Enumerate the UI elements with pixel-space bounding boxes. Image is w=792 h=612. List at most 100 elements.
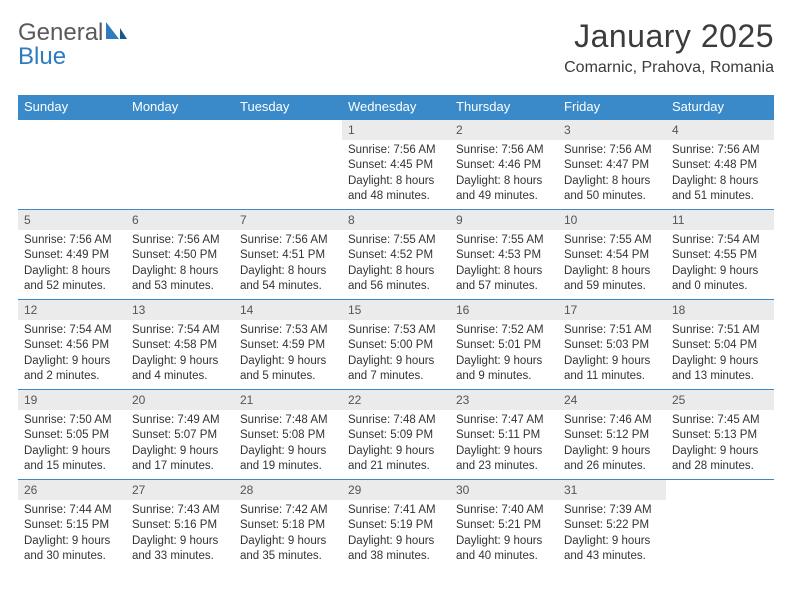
daylight-line-2: and 30 minutes. — [24, 549, 120, 565]
day-body: Sunrise: 7:54 AMSunset: 4:58 PMDaylight:… — [126, 320, 234, 389]
sunrise-line: Sunrise: 7:56 AM — [564, 143, 660, 159]
daylight-line-2: and 26 minutes. — [564, 459, 660, 475]
brand-logo: GeneralBlue — [18, 18, 127, 69]
location-line: Comarnic, Prahova, Romania — [564, 59, 774, 77]
sunset-line: Sunset: 4:50 PM — [132, 248, 228, 264]
day-body: Sunrise: 7:39 AMSunset: 5:22 PMDaylight:… — [558, 500, 666, 569]
day-body: Sunrise: 7:49 AMSunset: 5:07 PMDaylight:… — [126, 410, 234, 479]
daylight-line-1: Daylight: 9 hours — [348, 354, 444, 370]
daylight-line-1: Daylight: 8 hours — [672, 174, 768, 190]
daylight-line-1: Daylight: 9 hours — [24, 534, 120, 550]
daylight-line-2: and 53 minutes. — [132, 279, 228, 295]
daylight-line-1: Daylight: 8 hours — [348, 264, 444, 280]
sunset-line: Sunset: 5:09 PM — [348, 428, 444, 444]
calendar-week: 12Sunrise: 7:54 AMSunset: 4:56 PMDayligh… — [18, 299, 774, 389]
daylight-line-2: and 0 minutes. — [672, 279, 768, 295]
sunset-line: Sunset: 5:08 PM — [240, 428, 336, 444]
sunrise-line: Sunrise: 7:51 AM — [672, 323, 768, 339]
calendar-cell: 5Sunrise: 7:56 AMSunset: 4:49 PMDaylight… — [18, 209, 126, 299]
calendar-cell: 11Sunrise: 7:54 AMSunset: 4:55 PMDayligh… — [666, 209, 774, 299]
daylight-line-2: and 15 minutes. — [24, 459, 120, 475]
daylight-line-2: and 23 minutes. — [456, 459, 552, 475]
calendar-cell — [126, 119, 234, 209]
daylight-line-2: and 13 minutes. — [672, 369, 768, 385]
day-number: 25 — [666, 390, 774, 410]
day-number: 28 — [234, 480, 342, 500]
sunset-line: Sunset: 4:55 PM — [672, 248, 768, 264]
day-header: Thursday — [450, 95, 558, 119]
day-number: 27 — [126, 480, 234, 500]
sunset-line: Sunset: 4:52 PM — [348, 248, 444, 264]
sunset-line: Sunset: 4:58 PM — [132, 338, 228, 354]
day-number-empty — [18, 120, 126, 140]
day-number: 19 — [18, 390, 126, 410]
daylight-line-1: Daylight: 9 hours — [132, 534, 228, 550]
calendar-cell: 7Sunrise: 7:56 AMSunset: 4:51 PMDaylight… — [234, 209, 342, 299]
sunset-line: Sunset: 4:46 PM — [456, 158, 552, 174]
daylight-line-2: and 40 minutes. — [456, 549, 552, 565]
day-number: 14 — [234, 300, 342, 320]
day-number: 7 — [234, 210, 342, 230]
day-body: Sunrise: 7:46 AMSunset: 5:12 PMDaylight:… — [558, 410, 666, 479]
calendar-week: 26Sunrise: 7:44 AMSunset: 5:15 PMDayligh… — [18, 479, 774, 569]
sunset-line: Sunset: 5:03 PM — [564, 338, 660, 354]
day-body: Sunrise: 7:54 AMSunset: 4:55 PMDaylight:… — [666, 230, 774, 299]
daylight-line-1: Daylight: 9 hours — [348, 444, 444, 460]
daylight-line-1: Daylight: 9 hours — [672, 264, 768, 280]
calendar-cell: 27Sunrise: 7:43 AMSunset: 5:16 PMDayligh… — [126, 479, 234, 569]
calendar-head: SundayMondayTuesdayWednesdayThursdayFrid… — [18, 95, 774, 119]
day-number: 8 — [342, 210, 450, 230]
sunrise-line: Sunrise: 7:41 AM — [348, 503, 444, 519]
sunrise-line: Sunrise: 7:56 AM — [672, 143, 768, 159]
daylight-line-1: Daylight: 9 hours — [564, 354, 660, 370]
day-number: 1 — [342, 120, 450, 140]
calendar-cell: 24Sunrise: 7:46 AMSunset: 5:12 PMDayligh… — [558, 389, 666, 479]
day-body: Sunrise: 7:47 AMSunset: 5:11 PMDaylight:… — [450, 410, 558, 479]
calendar-cell — [666, 479, 774, 569]
sunset-line: Sunset: 5:00 PM — [348, 338, 444, 354]
daylight-line-1: Daylight: 9 hours — [672, 354, 768, 370]
daylight-line-2: and 52 minutes. — [24, 279, 120, 295]
daylight-line-2: and 50 minutes. — [564, 189, 660, 205]
sunset-line: Sunset: 5:15 PM — [24, 518, 120, 534]
sunset-line: Sunset: 4:59 PM — [240, 338, 336, 354]
daylight-line-1: Daylight: 9 hours — [456, 444, 552, 460]
calendar-cell: 4 Sunrise: 7:56 AMSunset: 4:48 PMDaylight… — [666, 119, 774, 209]
day-number: 3 — [558, 120, 666, 140]
day-number: 23 — [450, 390, 558, 410]
day-header: Monday — [126, 95, 234, 119]
daylight-line-1: Daylight: 9 hours — [240, 444, 336, 460]
daylight-line-1: Daylight: 9 hours — [24, 444, 120, 460]
sunrise-line: Sunrise: 7:54 AM — [24, 323, 120, 339]
page-title: January 2025 — [564, 18, 774, 55]
sunset-line: Sunset: 4:48 PM — [672, 158, 768, 174]
sunset-line: Sunset: 5:19 PM — [348, 518, 444, 534]
calendar-cell: 2Sunrise: 7:56 AMSunset: 4:46 PMDaylight… — [450, 119, 558, 209]
calendar-week: 5Sunrise: 7:56 AMSunset: 4:49 PMDaylight… — [18, 209, 774, 299]
day-number: 29 — [342, 480, 450, 500]
sunrise-line: Sunrise: 7:53 AM — [240, 323, 336, 339]
calendar-cell — [18, 119, 126, 209]
sunset-line: Sunset: 4:51 PM — [240, 248, 336, 264]
daylight-line-2: and 17 minutes. — [132, 459, 228, 475]
sunset-line: Sunset: 5:21 PM — [456, 518, 552, 534]
day-number: 4 — [666, 120, 774, 140]
sunrise-line: Sunrise: 7:54 AM — [132, 323, 228, 339]
calendar-cell: 13Sunrise: 7:54 AMSunset: 4:58 PMDayligh… — [126, 299, 234, 389]
day-number: 18 — [666, 300, 774, 320]
day-number: 12 — [18, 300, 126, 320]
sunrise-line: Sunrise: 7:39 AM — [564, 503, 660, 519]
daylight-line-2: and 2 minutes. — [24, 369, 120, 385]
day-header: Sunday — [18, 95, 126, 119]
daylight-line-1: Daylight: 9 hours — [456, 534, 552, 550]
day-body: Sunrise: 7:40 AMSunset: 5:21 PMDaylight:… — [450, 500, 558, 569]
day-number: 17 — [558, 300, 666, 320]
sunrise-line: Sunrise: 7:54 AM — [672, 233, 768, 249]
day-number: 6 — [126, 210, 234, 230]
day-body: Sunrise: 7:48 AMSunset: 5:08 PMDaylight:… — [234, 410, 342, 479]
day-body: Sunrise: 7:55 AMSunset: 4:52 PMDaylight:… — [342, 230, 450, 299]
daylight-line-2: and 49 minutes. — [456, 189, 552, 205]
daylight-line-1: Daylight: 9 hours — [564, 534, 660, 550]
day-number: 20 — [126, 390, 234, 410]
day-body: Sunrise: 7:43 AMSunset: 5:16 PMDaylight:… — [126, 500, 234, 569]
